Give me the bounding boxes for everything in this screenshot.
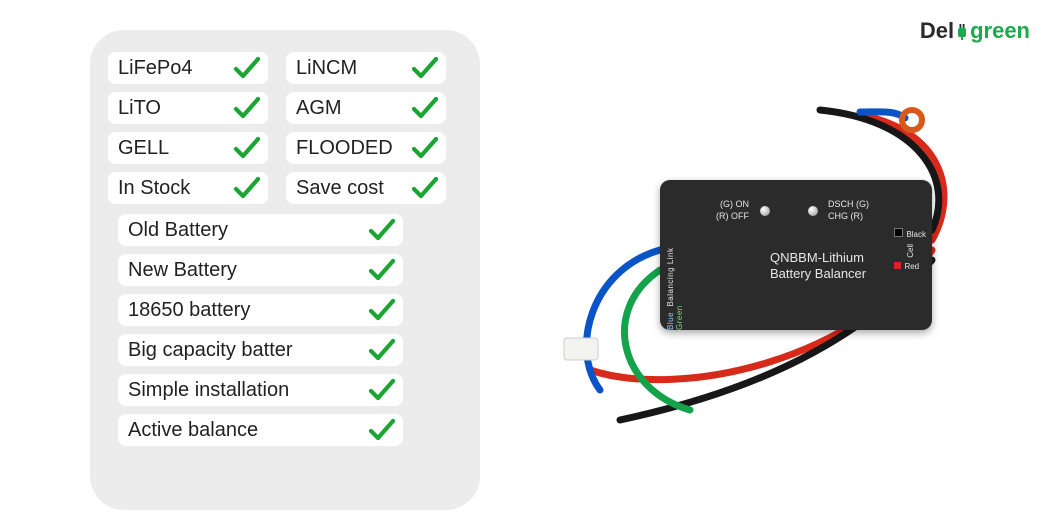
feature-pill: New Battery (118, 254, 403, 286)
check-icon (369, 218, 395, 242)
device-title-2: Battery Balancer (770, 266, 866, 282)
side-red: Red (894, 260, 926, 274)
feature-pill: Active balance (118, 414, 403, 446)
check-icon (369, 298, 395, 322)
side-black: Black (894, 228, 926, 242)
led-on-label: (G) ON (716, 198, 749, 210)
feature-pill: 18650 battery (118, 294, 403, 326)
side-green: Green (675, 305, 684, 330)
feature-pill: LiTO (108, 92, 268, 124)
feature-label: LiNCM (296, 57, 357, 80)
feature-label: Simple installation (128, 379, 289, 402)
feature-pill: GELL (108, 132, 268, 164)
side-balancing: Balancing Link (666, 247, 675, 306)
device-body: (G) ON (R) OFF DSCH (G) CHG (R) QNBBM-Li… (660, 180, 932, 330)
led-icon (808, 206, 818, 216)
led-dsch-label: DSCH (G) (828, 198, 869, 210)
feature-label: Old Battery (128, 219, 228, 242)
check-icon (369, 338, 395, 362)
feature-row: In Stock Save cost (108, 172, 462, 204)
feature-row: LiFePo4 LiNCM (108, 52, 462, 84)
logo-text-2: green (970, 18, 1030, 43)
product-illustration: (G) ON (R) OFF DSCH (G) CHG (R) QNBBM-Li… (560, 90, 980, 450)
feature-long-list: Old Battery New Battery 18650 battery Bi… (108, 214, 462, 446)
device-title-1: QNBBM-Lithium (770, 250, 866, 266)
feature-pill: FLOODED (286, 132, 446, 164)
feature-panel: LiFePo4 LiNCM LiTO AGM GELL FLOODED In S… (90, 30, 480, 510)
feature-label: New Battery (128, 259, 237, 282)
check-icon (369, 418, 395, 442)
device-side-left: Blue Balancing Link Green (666, 222, 684, 330)
check-icon (412, 136, 438, 160)
check-icon (412, 176, 438, 200)
check-icon (369, 378, 395, 402)
feature-pill: LiNCM (286, 52, 446, 84)
plug-icon (955, 20, 969, 36)
feature-pill: In Stock (108, 172, 268, 204)
check-icon (234, 56, 260, 80)
device-leds (760, 206, 818, 216)
feature-pill: Old Battery (118, 214, 403, 246)
logo-text-1: Del (920, 18, 954, 43)
device-label: (G) ON (R) OFF (716, 198, 749, 222)
side-blue: Blue (666, 312, 675, 330)
feature-label: Active balance (128, 419, 258, 442)
device-side-right: Black Cell Red (894, 228, 926, 274)
feature-label: GELL (118, 137, 169, 160)
brand-logo: Del green (920, 18, 1030, 44)
check-icon (412, 56, 438, 80)
feature-pill: AGM (286, 92, 446, 124)
feature-pill: Big capacity batter (118, 334, 403, 366)
side-cell: Cell (904, 244, 918, 258)
device-label: DSCH (G) CHG (R) (828, 198, 869, 222)
feature-label: Save cost (296, 177, 384, 200)
feature-row: LiTO AGM (108, 92, 462, 124)
feature-pill: LiFePo4 (108, 52, 268, 84)
feature-label: In Stock (118, 177, 190, 200)
feature-label: 18650 battery (128, 299, 250, 322)
led-chg-label: CHG (R) (828, 210, 869, 222)
feature-label: AGM (296, 97, 342, 120)
feature-label: Big capacity batter (128, 339, 293, 362)
feature-row: GELL FLOODED (108, 132, 462, 164)
check-icon (369, 258, 395, 282)
feature-pill: Save cost (286, 172, 446, 204)
feature-label: LiFePo4 (118, 57, 193, 80)
feature-label: LiTO (118, 97, 161, 120)
check-icon (234, 136, 260, 160)
check-icon (412, 96, 438, 120)
check-icon (234, 96, 260, 120)
feature-pill: Simple installation (118, 374, 403, 406)
check-icon (234, 176, 260, 200)
led-off-label: (R) OFF (716, 210, 749, 222)
feature-label: FLOODED (296, 137, 393, 160)
led-icon (760, 206, 770, 216)
device-title: QNBBM-Lithium Battery Balancer (770, 250, 866, 282)
